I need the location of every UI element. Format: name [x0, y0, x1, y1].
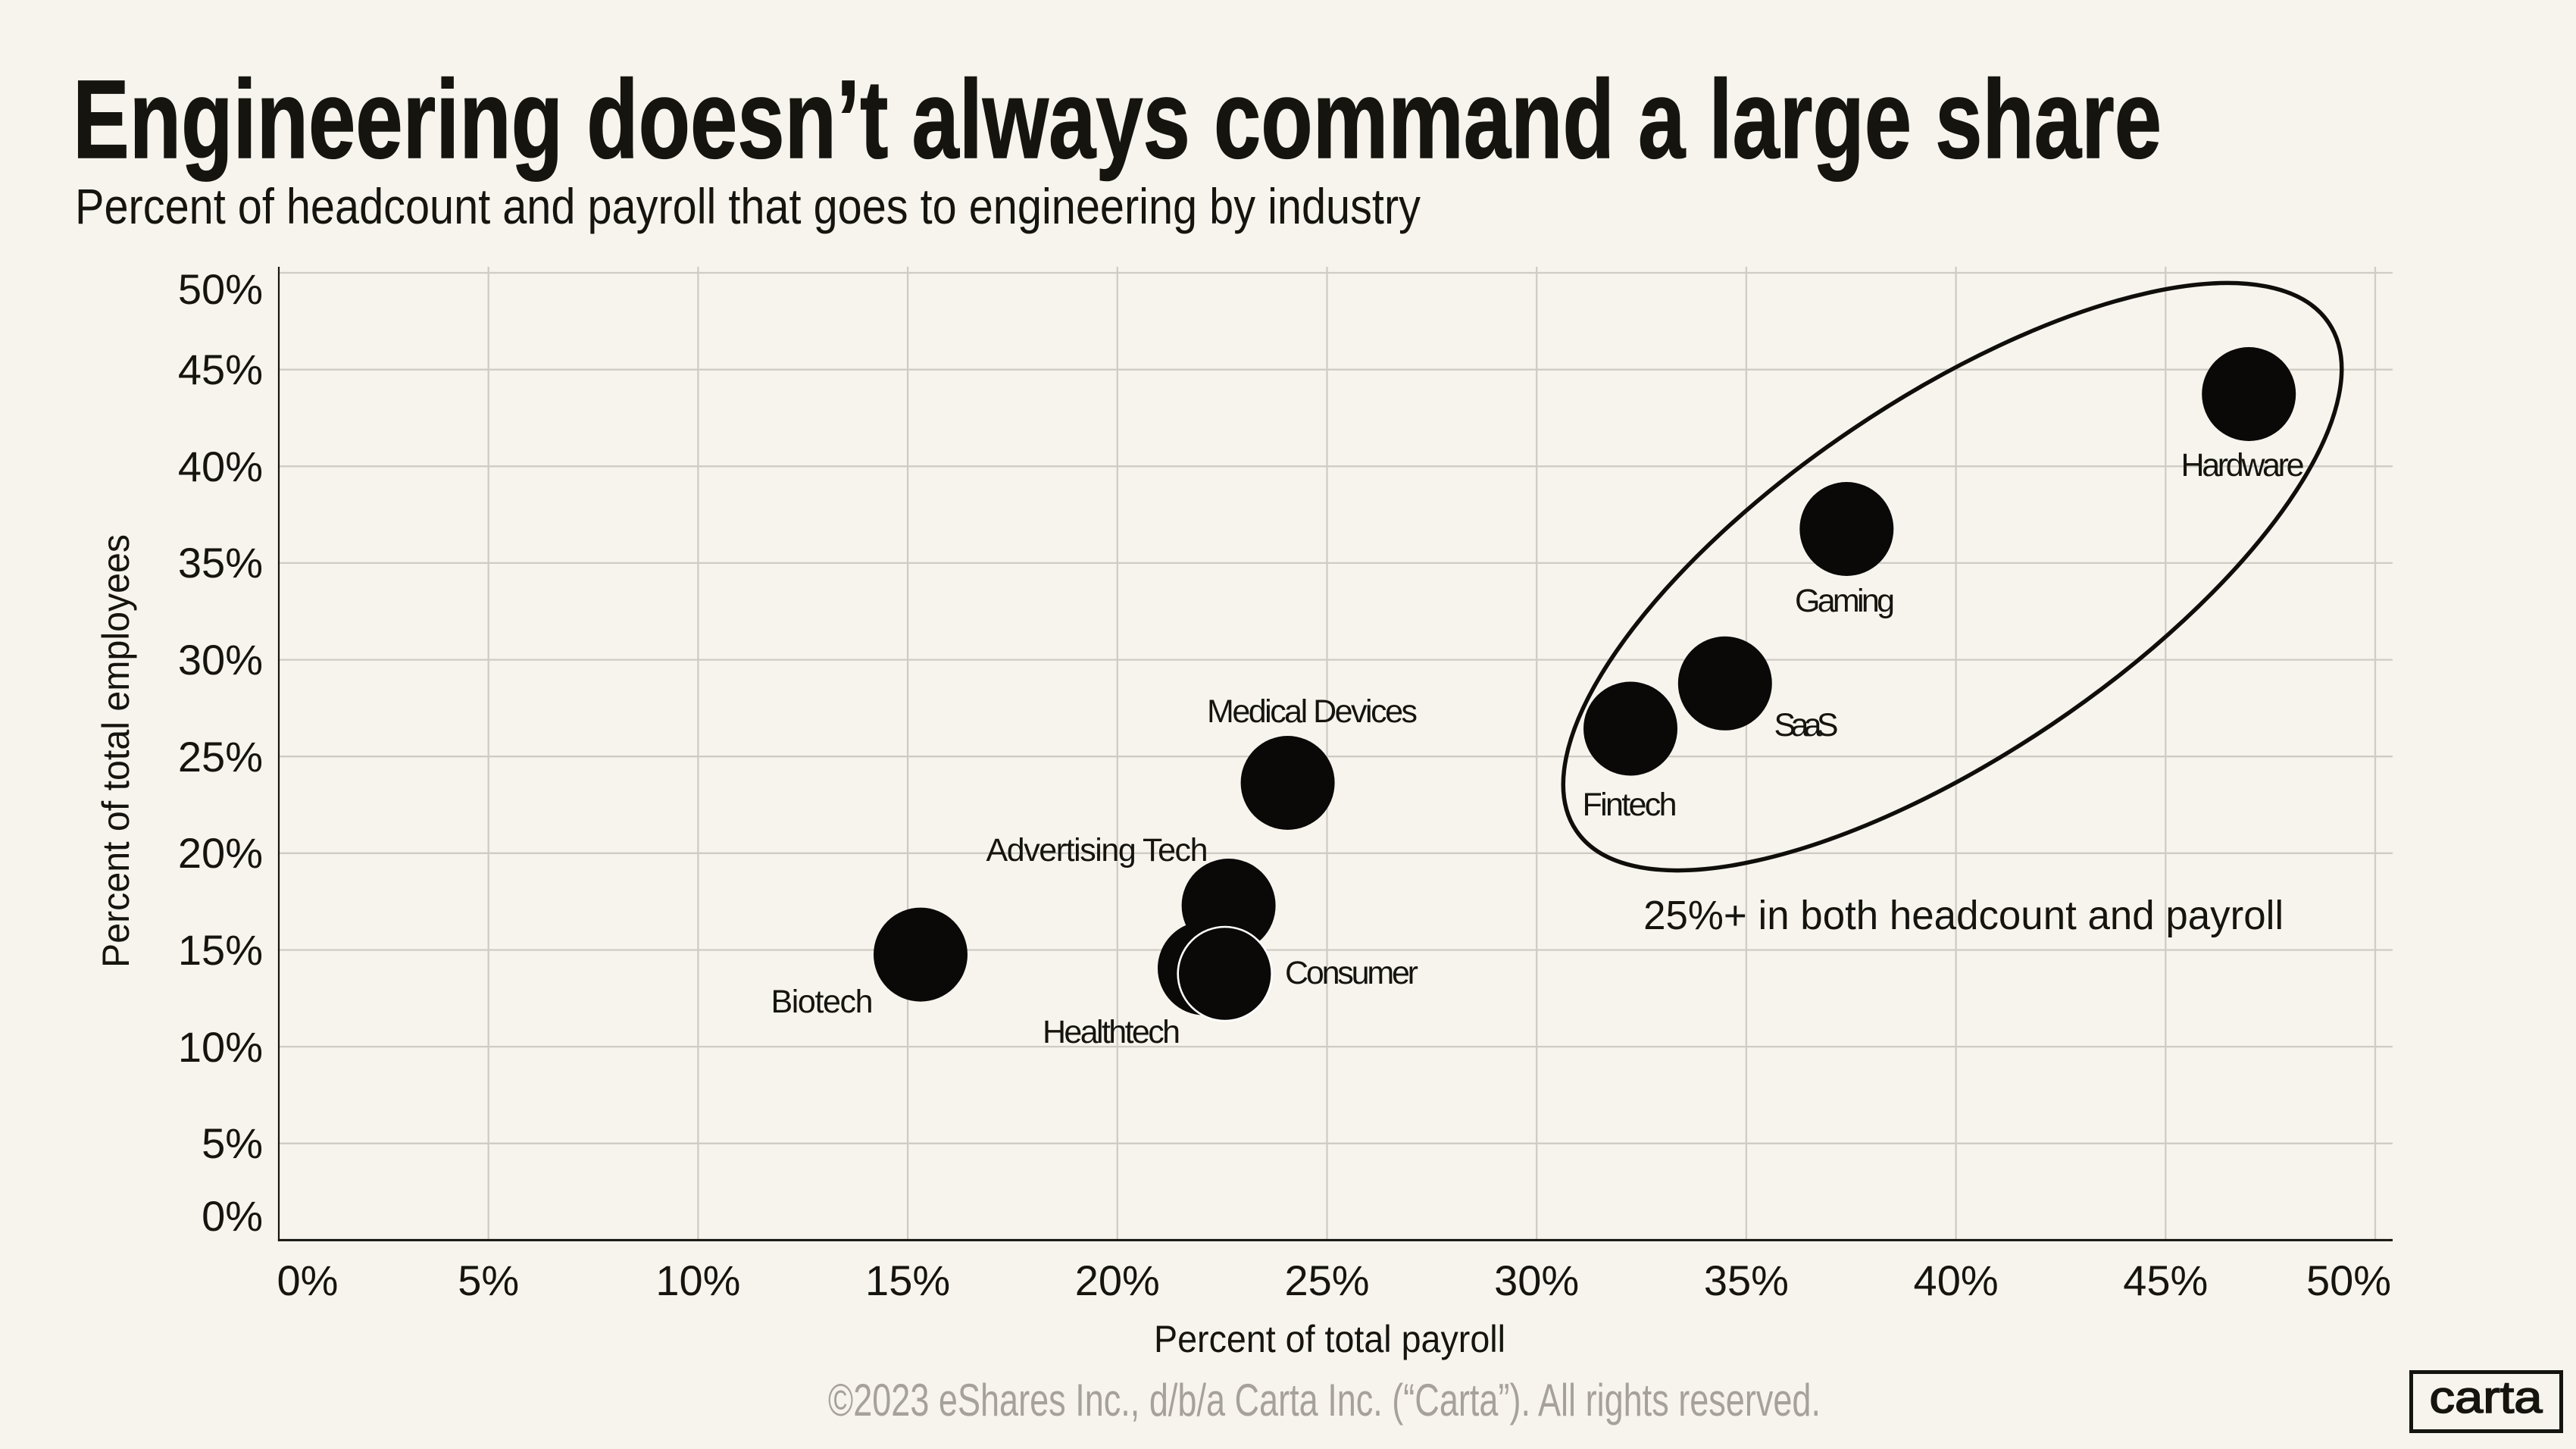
svg-text:0%: 0%: [277, 1257, 339, 1304]
svg-text:Percent of total employees: Percent of total employees: [95, 534, 137, 968]
svg-text:20%: 20%: [1075, 1257, 1160, 1304]
svg-text:5%: 5%: [202, 1119, 263, 1167]
svg-text:©2023 eShares Inc., d/b/a Cart: ©2023 eShares Inc., d/b/a Carta Inc. (“C…: [828, 1375, 1821, 1426]
svg-text:30%: 30%: [178, 636, 263, 684]
svg-text:40%: 40%: [178, 443, 263, 490]
svg-text:20%: 20%: [178, 829, 263, 877]
svg-text:SaaS: SaaS: [1774, 707, 1839, 743]
svg-text:Healthtech: Healthtech: [1043, 1014, 1180, 1050]
svg-text:25%+ in both headcount and pay: 25%+ in both headcount and payroll: [1643, 893, 2284, 938]
svg-text:50%: 50%: [178, 265, 263, 313]
svg-text:25%: 25%: [178, 733, 263, 781]
svg-text:15%: 15%: [178, 926, 263, 974]
svg-text:Consumer: Consumer: [1285, 955, 1418, 991]
svg-text:carta: carta: [2430, 1372, 2543, 1422]
svg-text:10%: 10%: [655, 1257, 740, 1304]
svg-text:Biotech: Biotech: [771, 984, 874, 1020]
svg-text:45%: 45%: [178, 346, 263, 393]
svg-text:35%: 35%: [178, 539, 263, 587]
svg-text:25%: 25%: [1284, 1257, 1369, 1304]
svg-text:10%: 10%: [178, 1023, 263, 1071]
svg-text:Gaming: Gaming: [1795, 583, 1895, 619]
svg-text:5%: 5%: [458, 1257, 519, 1304]
svg-text:Percent of total payroll: Percent of total payroll: [1154, 1318, 1505, 1360]
svg-text:45%: 45%: [2123, 1257, 2208, 1304]
svg-text:35%: 35%: [1704, 1257, 1789, 1304]
svg-text:15%: 15%: [865, 1257, 950, 1304]
svg-text:Engineering doesn’t always com: Engineering doesn’t always command a lar…: [73, 58, 2162, 182]
svg-text:Advertising Tech: Advertising Tech: [986, 832, 1208, 868]
svg-text:40%: 40%: [1914, 1257, 1999, 1304]
svg-text:Fintech: Fintech: [1583, 787, 1677, 823]
svg-text:Percent of headcount and payro: Percent of headcount and payroll that go…: [75, 178, 1421, 234]
svg-text:Hardware: Hardware: [2181, 447, 2305, 484]
svg-text:Medical Devices: Medical Devices: [1207, 693, 1418, 730]
svg-text:0%: 0%: [202, 1192, 263, 1240]
svg-text:50%: 50%: [2306, 1257, 2391, 1304]
svg-text:30%: 30%: [1494, 1257, 1579, 1304]
